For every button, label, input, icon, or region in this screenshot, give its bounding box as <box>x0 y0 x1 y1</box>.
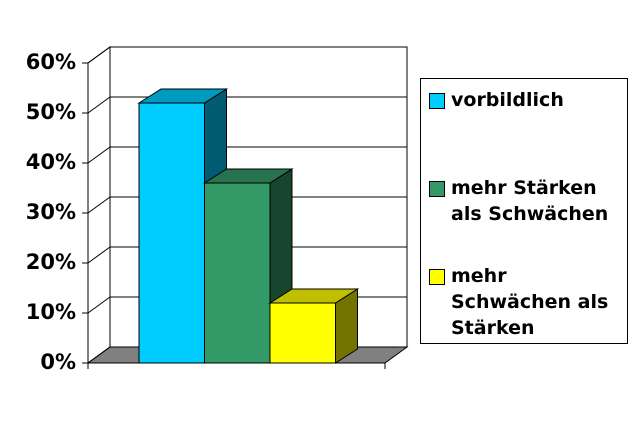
grid-line <box>87 196 111 214</box>
legend-entry: mehr Schwächen als Stärken <box>429 263 627 341</box>
grid-line <box>87 246 111 264</box>
bar <box>268 288 360 364</box>
y-tick-label: 30% <box>26 200 76 224</box>
bar-front <box>204 182 271 364</box>
grid-line <box>87 296 111 314</box>
y-tick-label: 40% <box>26 150 76 174</box>
legend-swatch <box>429 93 445 109</box>
legend-label: mehr Stärken als Schwächen <box>451 177 609 225</box>
bar <box>202 168 294 364</box>
y-tick-label: 20% <box>26 250 76 274</box>
grid-line <box>87 146 111 164</box>
grid-line <box>87 346 111 364</box>
legend-swatch <box>429 181 445 197</box>
y-tick-label: 10% <box>26 300 76 324</box>
y-tick-label: 0% <box>40 350 76 374</box>
grid-line <box>87 96 111 114</box>
legend-label: vorbildlich <box>451 89 564 111</box>
legend: vorbildlich mehr Stärken als Schwächen meh… <box>420 78 628 344</box>
grid-line <box>87 46 111 64</box>
legend-swatch <box>429 269 445 285</box>
legend-entry: vorbildlich <box>429 87 627 113</box>
bar-front <box>269 302 336 364</box>
legend-label: mehr Schwächen als Stärken <box>451 265 609 339</box>
y-tick-label: 60% <box>26 50 76 74</box>
legend-entry: mehr Stärken als Schwächen <box>429 175 627 227</box>
y-tick-label: 50% <box>26 100 76 124</box>
bar-front <box>138 102 205 364</box>
